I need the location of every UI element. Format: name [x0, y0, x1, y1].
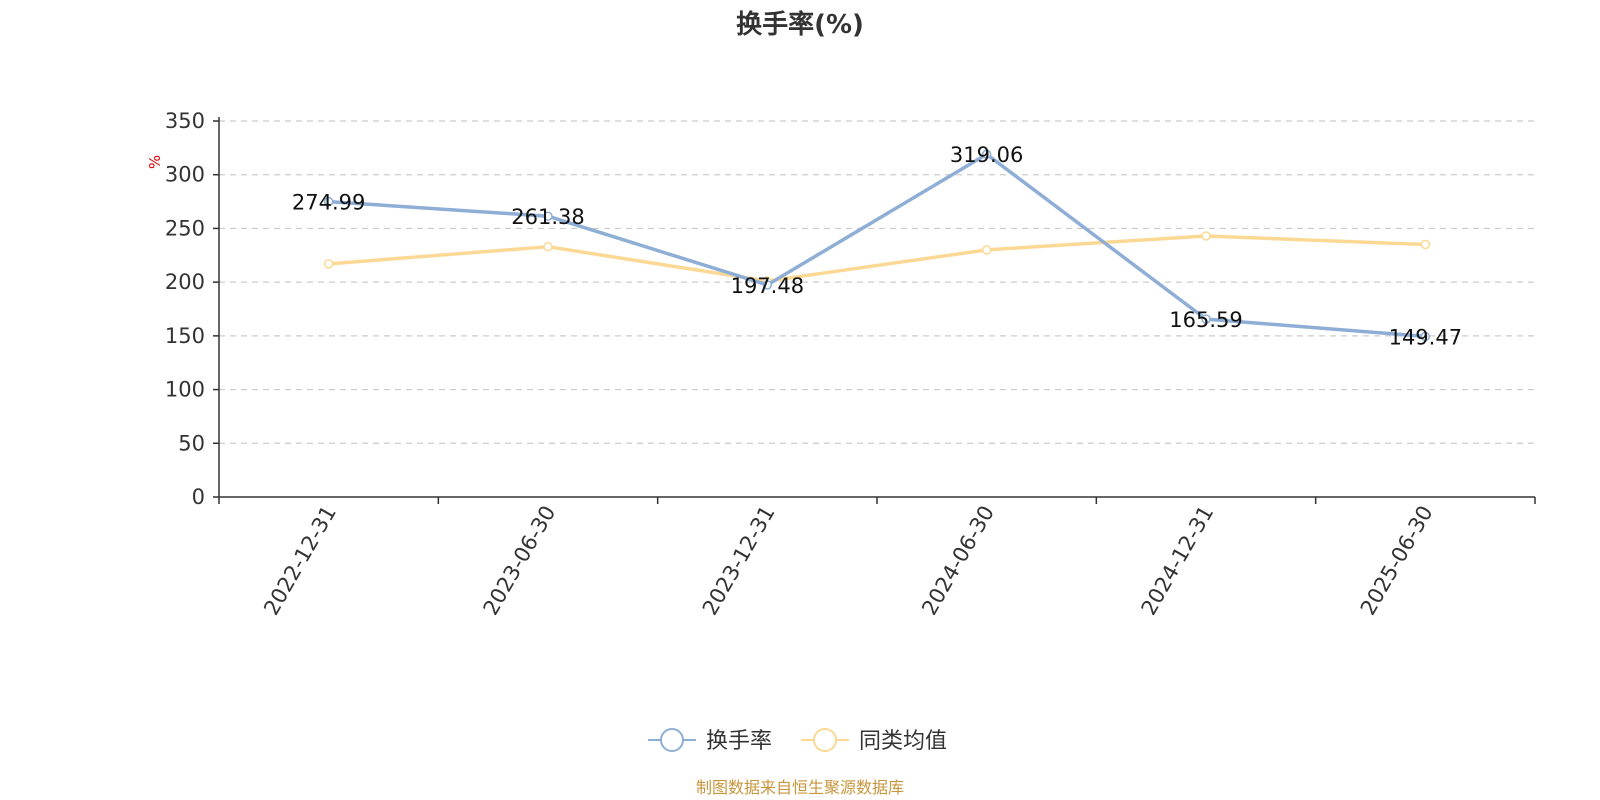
data-label: 165.59 — [1169, 308, 1242, 332]
data-label: 274.99 — [292, 191, 365, 215]
data-point — [543, 241, 553, 252]
data-label: 319.06 — [950, 143, 1023, 167]
series-layer — [323, 149, 1431, 342]
y-tick-label: 250 — [165, 216, 205, 240]
x-tick-label: 2023-06-30 — [479, 502, 561, 620]
y-tick-label: 300 — [165, 163, 205, 187]
series-line-1 — [328, 234, 1426, 283]
data-label: 197.48 — [731, 274, 804, 298]
legend[interactable]: 换手率 同类均值 — [648, 728, 947, 754]
data-label: 149.47 — [1389, 325, 1462, 349]
data-point — [1201, 231, 1211, 241]
legend-marker-icon — [660, 728, 684, 752]
y-tick-label: 0 — [192, 485, 205, 509]
axes — [213, 117, 1536, 504]
source-note: 制图数据来自恒生聚源数据库 — [696, 778, 904, 797]
legend-item-0[interactable]: 换手率 — [648, 728, 772, 754]
data-label: 261.38 — [511, 205, 584, 229]
legend-item-1[interactable]: 同类均值 — [801, 728, 947, 754]
x-tick-labels: 2022-12-31 2023-06-30 2023-12-31 2024-06-30… — [259, 502, 1437, 620]
x-tick-label: 2024-06-30 — [917, 502, 999, 620]
y-tick-labels: 0 50 100 150 200 250 300 350 — [165, 109, 205, 509]
y-axis-unit: % — [146, 155, 164, 169]
data-point — [762, 280, 773, 290]
data-point — [981, 149, 992, 159]
legend-marker-icon — [813, 728, 837, 752]
y-tick-label: 350 — [165, 109, 205, 133]
x-tick-label: 2023-12-31 — [698, 502, 780, 620]
y-tick-label: 200 — [165, 270, 205, 294]
chart-title: 换手率(%) — [736, 9, 864, 40]
data-point — [543, 211, 553, 221]
data-point — [1201, 314, 1211, 324]
y-tick-label: 100 — [165, 378, 205, 402]
legend-label: 换手率 — [706, 729, 772, 754]
series-line-0 — [328, 152, 1426, 339]
grid-lines — [219, 120, 1535, 444]
data-labels: 274.99 261.38 197.48 319.06 165.59 149.47 — [292, 143, 1462, 349]
y-tick-label: 50 — [178, 431, 205, 455]
data-point — [1420, 331, 1431, 342]
x-tick-label: 2024-12-31 — [1137, 502, 1219, 620]
x-tick-label: 2025-06-30 — [1356, 502, 1438, 620]
data-point — [323, 196, 334, 207]
data-point — [1420, 239, 1431, 250]
legend-label: 同类均值 — [859, 729, 947, 754]
y-tick-label: 150 — [165, 324, 205, 348]
data-point — [981, 245, 992, 255]
data-point — [323, 259, 334, 269]
x-tick-label: 2022-12-31 — [259, 502, 341, 620]
